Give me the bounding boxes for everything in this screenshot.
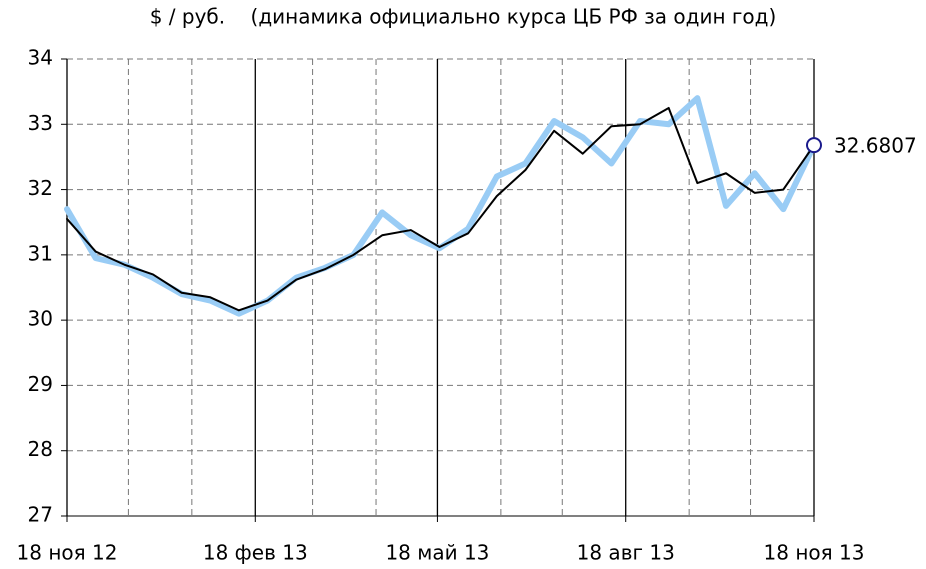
smoothed-line: [66, 106, 815, 312]
x-tick-label: 18 май 13: [385, 541, 489, 565]
last-point-marker: [806, 137, 822, 154]
x-tick-label: 18 авг 13: [577, 541, 675, 565]
last-value-label: 32.6807: [834, 134, 917, 158]
y-tick-label: 29: [28, 372, 53, 396]
chart-title: $ / руб. (динамика официально курса ЦБ Р…: [150, 5, 777, 29]
x-tick-label: 18 ноя 13: [764, 541, 865, 565]
daily-rate-line: [64, 95, 817, 317]
y-tick-label: 34: [28, 46, 53, 70]
y-tick-label: 32: [28, 176, 53, 200]
y-tick-label: 31: [28, 241, 53, 265]
y-tick-label: 28: [28, 437, 53, 461]
y-tick-label: 27: [28, 503, 53, 527]
x-tick-label: 18 фев 13: [203, 541, 308, 565]
y-tick-label: 33: [28, 111, 53, 135]
y-tick-label: 30: [28, 307, 53, 331]
x-tick-label: 18 ноя 12: [17, 541, 118, 565]
